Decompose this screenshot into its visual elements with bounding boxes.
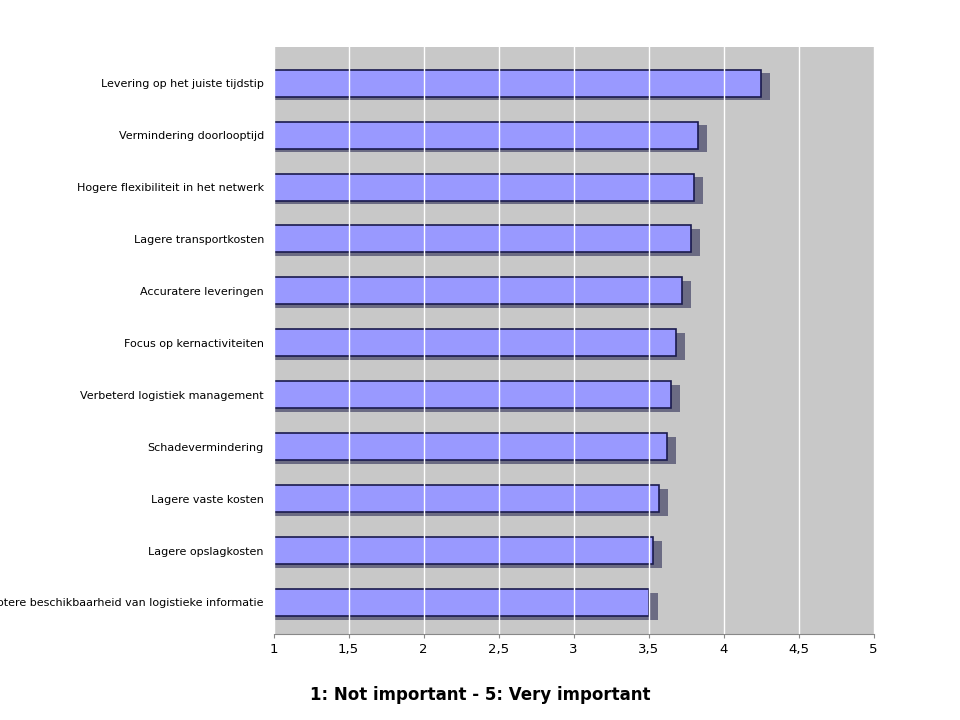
Text: 1: Not important - 5: Very important: 1: Not important - 5: Very important	[310, 685, 650, 704]
Bar	[274, 329, 676, 356]
Bar	[274, 125, 708, 152]
Bar	[274, 225, 690, 253]
Bar	[274, 229, 700, 256]
Bar	[274, 537, 653, 564]
Bar	[274, 281, 690, 308]
Bar	[274, 174, 693, 200]
Bar	[274, 541, 662, 567]
Bar	[274, 593, 658, 620]
Bar	[274, 385, 680, 412]
Bar	[274, 433, 666, 460]
Bar	[274, 381, 671, 408]
Bar	[274, 489, 668, 516]
Bar	[274, 70, 761, 96]
Bar	[274, 73, 770, 100]
Bar	[274, 437, 676, 464]
Bar	[274, 485, 660, 512]
Bar	[274, 177, 703, 204]
Bar	[274, 333, 684, 360]
Bar	[274, 122, 698, 148]
Bar	[274, 589, 649, 616]
Bar	[274, 277, 682, 305]
